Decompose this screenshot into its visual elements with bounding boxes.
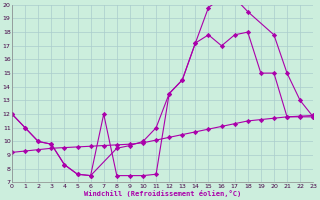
X-axis label: Windchill (Refroidissement éolien,°C): Windchill (Refroidissement éolien,°C) [84, 190, 241, 197]
